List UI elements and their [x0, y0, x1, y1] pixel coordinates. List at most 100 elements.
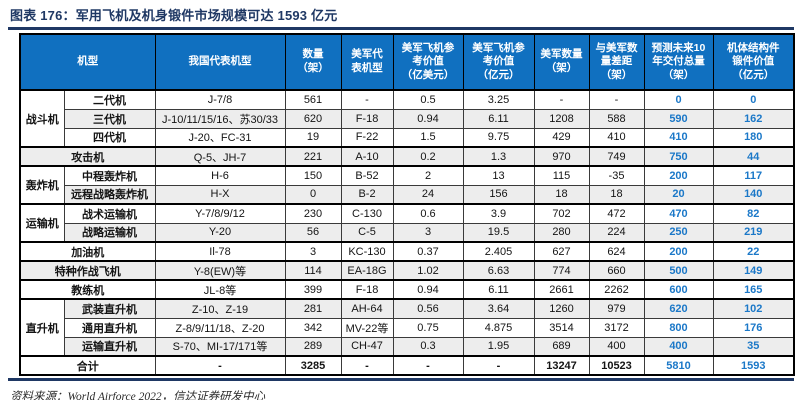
cell-forecast-10y: 620 — [643, 298, 714, 319]
cell-us-value-usd: 0.5 — [392, 89, 464, 110]
cell-us-qty: 627 — [533, 241, 590, 262]
cell-us-value-cny: 4.875 — [462, 317, 535, 338]
table-row: 特种作战飞机 Y-8(EW)等 114 EA-18G 1.02 6.63 774… — [19, 260, 795, 281]
cell-forecast-10y: 750 — [643, 146, 714, 167]
cell-forging-value: 82 — [712, 203, 795, 224]
source-note: 资料来源：World Airforce 2022，信达证券研发中心 — [10, 391, 266, 400]
cell-cn-model: Y-8(EW)等 — [154, 260, 286, 281]
cell-cn-model: Il-78 — [154, 241, 286, 262]
cell-qty-gap: 224 — [588, 222, 645, 243]
cell-cn-model: Z-10、Z-19 — [154, 298, 286, 319]
cell-us-model: F-18 — [340, 108, 394, 129]
cell-us-value-usd: 0.6 — [392, 203, 464, 224]
cell-us-value-usd: 0.75 — [392, 317, 464, 338]
cell-forging-value: 180 — [712, 127, 795, 148]
cell-us-value-usd: 0.2 — [392, 146, 464, 167]
cell-forecast-10y: 20 — [643, 184, 714, 205]
cell-us-value-cny: 9.75 — [462, 127, 535, 148]
table-row: 战斗机 二代机 J-7/8 561 - 0.5 3.25 - - 0 0 — [19, 89, 795, 148]
cell-qty-gap: - — [588, 89, 645, 110]
table-row: 通用直升机 Z-8/9/11/18、Z-20 342 MV-22等 0.75 4… — [20, 317, 795, 338]
cell-us-value-usd: 24 — [392, 184, 464, 205]
cell-us-model: B-52 — [340, 165, 394, 186]
cell-qty-gap: 660 — [588, 260, 645, 281]
cell-forecast-10y: 470 — [643, 203, 714, 224]
cell-subcategory: 通用直升机 — [63, 317, 156, 338]
cell-category: 加油机 — [19, 241, 156, 262]
col-header-forecast-10y: 预测未来10 年交付总量 （架） — [643, 33, 714, 91]
cell-forecast-10y: 250 — [643, 222, 714, 243]
table-row: 运输直升机 S-70、MI-17/171等 289 CH-47 0.3 1.95… — [20, 336, 795, 357]
cell-us-qty: 115 — [533, 165, 590, 186]
cell-forging-value: 1593 — [712, 355, 795, 376]
table-row: 教练机 JL-8等 399 F-18 0.94 6.11 2661 2262 6… — [19, 279, 795, 300]
cell-us-value-usd: 0.37 — [392, 241, 464, 262]
cell-us-model: CH-47 — [340, 336, 394, 357]
cell-us-model: A-10 — [340, 146, 394, 167]
cell-us-value-cny: 19.5 — [462, 222, 535, 243]
cell-qty-gap: 10523 — [588, 355, 645, 376]
cell-us-value-cny: 1.95 — [462, 336, 535, 357]
cell-cn-qty: 399 — [284, 279, 342, 300]
table-row: 加油机 Il-78 3 KC-130 0.37 2.405 627 624 20… — [19, 241, 795, 262]
col-header-type: 机型 — [19, 33, 156, 91]
cell-category: 直升机 — [19, 298, 65, 357]
cell-us-model: KC-130 — [340, 241, 394, 262]
cell-forecast-10y: 200 — [643, 241, 714, 262]
col-header-qty: 数量 （架） — [284, 33, 342, 91]
cell-us-value-cny: 156 — [462, 184, 535, 205]
cell-category: 合计 — [19, 355, 156, 376]
cell-cn-model: J-7/8 — [154, 89, 286, 110]
cell-us-value-usd: 2 — [392, 165, 464, 186]
cell-us-value-usd: 1.02 — [392, 260, 464, 281]
cell-subcategory: 三代机 — [63, 108, 156, 129]
cell-forecast-10y: 800 — [643, 317, 714, 338]
cell-cn-qty: 561 — [284, 89, 342, 110]
cell-cn-qty: 281 — [284, 298, 342, 319]
cell-forecast-10y: 400 — [643, 336, 714, 357]
cell-forging-value: 44 — [712, 146, 795, 167]
col-header-gap: 与美军数 量差距 （架） — [588, 33, 645, 91]
cell-us-qty: 689 — [533, 336, 590, 357]
cell-cn-model: H-6 — [154, 165, 286, 186]
cell-us-qty: 1260 — [533, 298, 590, 319]
cell-category: 教练机 — [19, 279, 156, 300]
cell-qty-gap: 3172 — [588, 317, 645, 338]
col-header-us-model: 美军代 表机型 — [340, 33, 394, 91]
cell-us-value-cny: 6.11 — [462, 279, 535, 300]
cell-us-qty: - — [533, 89, 590, 110]
cell-us-value-cny: 6.63 — [462, 260, 535, 281]
cell-cn-model: Z-8/9/11/18、Z-20 — [154, 317, 286, 338]
cell-forging-value: 0 — [712, 89, 795, 110]
col-header-forging-value: 机体结构件 锻件价值 （亿元） — [712, 33, 795, 91]
table-row: 三代机 J-10/11/15/16、苏30/33 620 F-18 0.94 6… — [20, 108, 795, 129]
cell-cn-model: Y-7/8/9/12 — [154, 203, 286, 224]
cell-forging-value: 176 — [712, 317, 795, 338]
cell-us-qty: 3514 — [533, 317, 590, 338]
cell-cn-model: J-20、FC-31 — [154, 127, 286, 148]
cell-qty-gap: 2262 — [588, 279, 645, 300]
cell-qty-gap: 472 — [588, 203, 645, 224]
cell-subcategory: 中程轰炸机 — [63, 165, 156, 186]
cell-us-qty: 280 — [533, 222, 590, 243]
cell-cn-model: Q-5、JH-7 — [154, 146, 286, 167]
cell-us-value-cny: 1.3 — [462, 146, 535, 167]
cell-qty-gap: 588 — [588, 108, 645, 129]
cell-cn-qty: 3285 — [284, 355, 342, 376]
cell-us-qty: 970 — [533, 146, 590, 167]
cell-forging-value: 219 — [712, 222, 795, 243]
table-row: 战略运输机 Y-20 56 C-5 3 19.5 280 224 250 219 — [20, 222, 795, 243]
table-row-total: 合计 - 3285 - - - 13247 10523 5810 1593 — [19, 355, 795, 376]
title-divider — [8, 27, 794, 30]
cell-subcategory: 四代机 — [63, 127, 156, 148]
cell-us-value-cny: 3.9 — [462, 203, 535, 224]
cell-us-value-cny: 3.25 — [462, 89, 535, 110]
cell-us-model: F-22 — [340, 127, 394, 148]
cell-cn-qty: 230 — [284, 203, 342, 224]
cell-us-value-usd: 1.5 — [392, 127, 464, 148]
cell-forging-value: 117 — [712, 165, 795, 186]
cell-category: 轰炸机 — [19, 165, 65, 205]
cell-qty-gap: 18 — [588, 184, 645, 205]
table-row: 轰炸机 中程轰炸机 H-6 150 B-52 2 13 115 -35 200 … — [19, 165, 795, 205]
